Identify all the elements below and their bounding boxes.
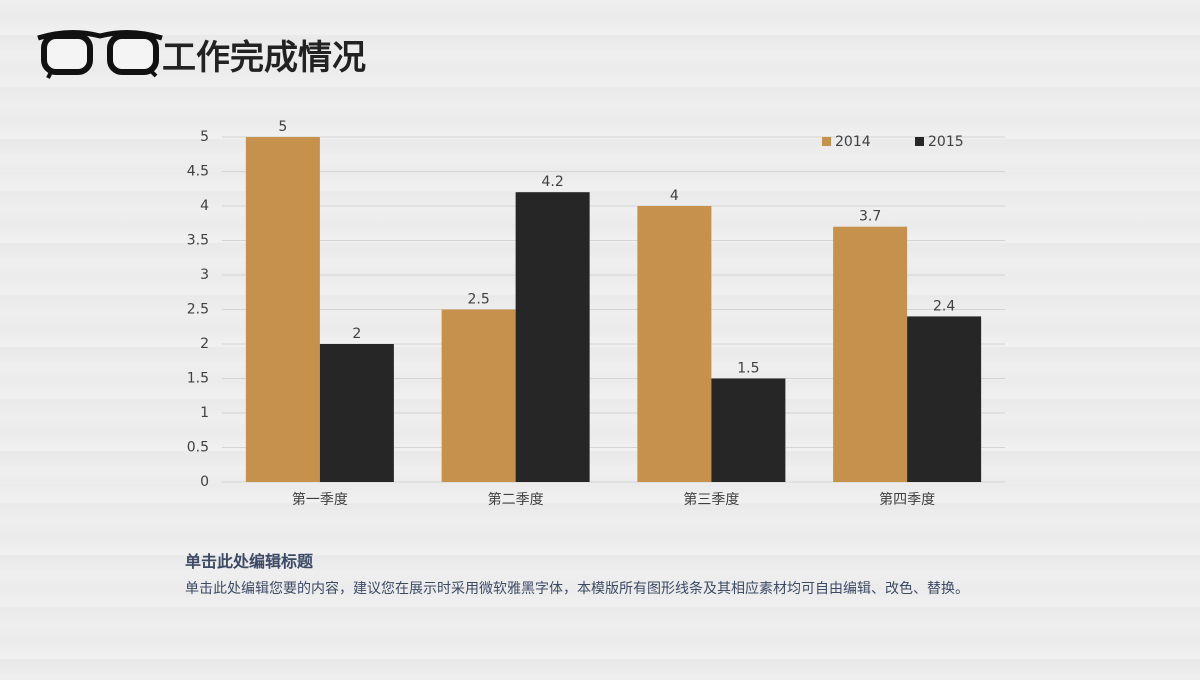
bar [637, 206, 712, 482]
data-label: 2 [352, 326, 361, 342]
data-label: 4.2 [541, 174, 563, 190]
data-label: 1.5 [737, 361, 759, 377]
bar [515, 192, 590, 482]
y-tick-label: 4 [200, 198, 209, 214]
text-body: 单击此处编辑您要的内容，建议您在展示时采用微软雅黑字体，本模版所有图形线条及其相… [185, 581, 969, 597]
y-tick-label: 3 [200, 267, 209, 283]
legend-label: 2015 [928, 134, 964, 150]
slide-title: 工作完成情况 [162, 38, 366, 78]
data-label: 3.7 [859, 209, 881, 225]
legend-swatch [822, 137, 831, 146]
glasses-icon [37, 30, 163, 79]
bar [833, 226, 908, 482]
legend-label: 2014 [835, 134, 871, 150]
y-tick-label: 1.5 [187, 371, 209, 387]
data-label: 2.4 [933, 298, 955, 314]
bar [319, 344, 394, 482]
y-tick-label: 2.5 [187, 302, 209, 318]
bar [907, 316, 982, 482]
y-tick-label: 4.5 [187, 164, 209, 180]
bar [441, 309, 516, 482]
y-tick-label: 3.5 [187, 233, 209, 249]
data-label: 5 [278, 119, 287, 135]
y-tick-label: 0 [200, 474, 209, 490]
x-tick-label: 第三季度 [683, 491, 739, 508]
legend-swatch [915, 137, 924, 146]
data-label: 4 [670, 188, 679, 204]
x-tick-label: 第四季度 [879, 491, 935, 508]
y-tick-label: 5 [200, 129, 209, 145]
bar [711, 378, 786, 482]
text-heading: 单击此处编辑标题 [185, 552, 314, 571]
x-tick-label: 第二季度 [488, 491, 544, 508]
y-tick-label: 1 [200, 405, 209, 421]
x-tick-label: 第一季度 [292, 491, 348, 508]
data-label: 2.5 [467, 292, 489, 308]
y-tick-label: 2 [200, 336, 209, 352]
bar [245, 137, 320, 482]
y-tick-label: 0.5 [187, 440, 209, 456]
